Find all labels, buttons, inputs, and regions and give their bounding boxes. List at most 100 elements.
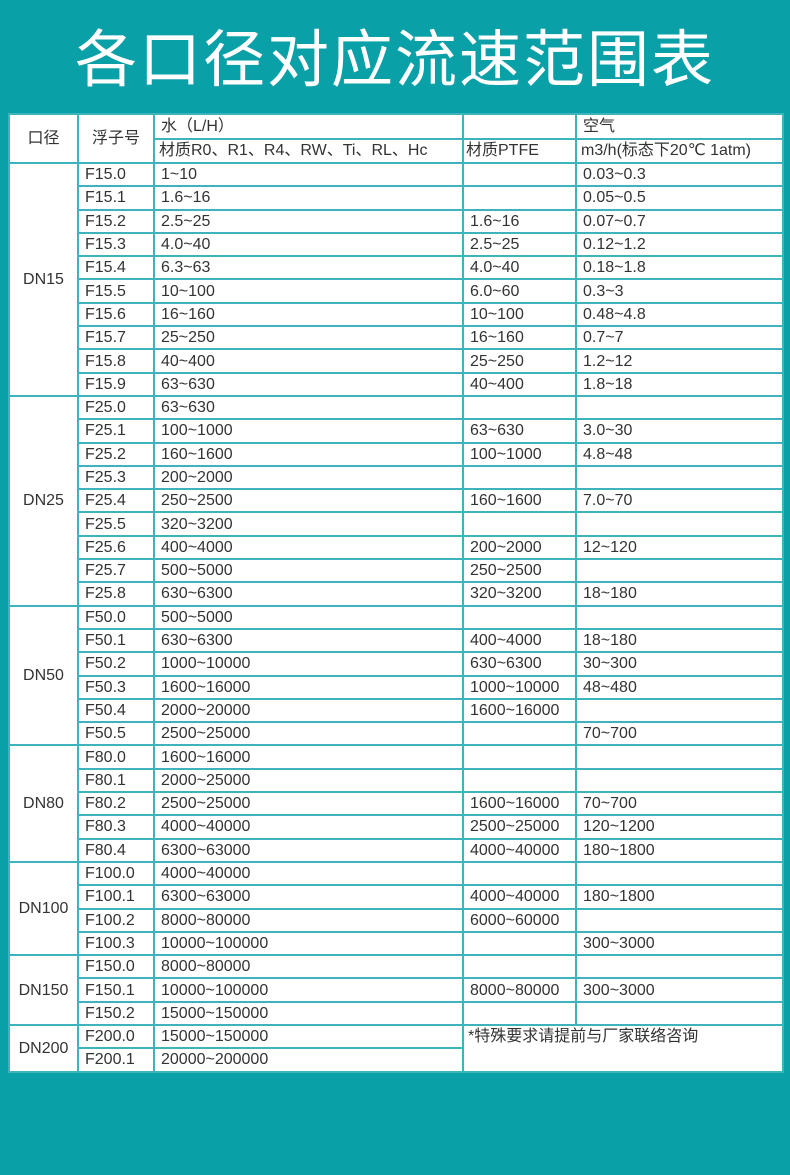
air-range-cell: 0.7~7 [575,325,784,351]
diameter-cell: DN80 [8,744,79,863]
float-no-cell: F200.1 [77,1047,155,1073]
air-range-cell [575,464,784,491]
air-range-cell: 7.0~70 [575,488,784,514]
float-no-cell: F100.3 [77,930,155,957]
ptfe-range-cell [462,954,577,980]
float-no-cell: F15.1 [77,185,155,211]
water-range-cell: 2000~20000 [153,697,464,724]
ptfe-range-cell [462,930,577,957]
diameter-cell: DN50 [8,604,79,747]
air-range-cell: 0.18~1.8 [575,255,784,281]
table-row: F50.3 1600~16000 1000~10000 48~480 [9,674,784,700]
ptfe-range-cell [462,860,577,887]
water-range-cell: 6300~63000 [153,837,464,863]
header-air-unit: m3/h(标态下20℃ 1atm) [575,137,784,164]
ptfe-range-cell [462,767,577,794]
water-range-cell: 6.3~63 [153,255,464,281]
water-range-cell: 63~630 [153,371,464,397]
float-no-cell: F15.4 [77,255,155,281]
float-no-cell: F50.1 [77,627,155,654]
air-range-cell: 1.2~12 [575,348,784,374]
water-range-cell: 10~100 [153,278,464,304]
ptfe-range-cell: 1.6~16 [462,208,577,234]
ptfe-range-cell: 1600~16000 [462,697,577,724]
ptfe-range-cell [462,1000,577,1026]
air-range-cell [575,767,784,794]
air-range-cell: 4.8~48 [575,441,784,467]
water-range-cell: 4000~40000 [153,860,464,887]
float-no-cell: F15.6 [77,301,155,328]
water-range-cell: 2500~25000 [153,791,464,817]
table-row: F25.3 200~2000 [9,464,784,491]
air-range-cell: 0.48~4.8 [575,301,784,328]
float-no-cell: F25.6 [77,534,155,561]
table-row: F25.2 160~1600 100~1000 4.8~48 [9,441,784,467]
water-range-cell: 160~1600 [153,441,464,467]
water-range-cell: 1600~16000 [153,674,464,700]
air-range-cell: 18~180 [575,627,784,654]
ptfe-range-cell [462,511,577,537]
diameter-cell: DN25 [8,394,79,607]
air-range-cell: 0.3~3 [575,278,784,304]
diameter-cell: DN200 [8,1023,79,1073]
table-row: F50.2 1000~10000 630~6300 30~300 [9,651,784,677]
air-range-cell: 0.05~0.5 [575,185,784,211]
ptfe-range-cell: 4.0~40 [462,255,577,281]
float-no-cell: F80.2 [77,791,155,817]
table-row: F150.2 15000~150000 [9,1000,784,1026]
ptfe-range-cell [462,744,577,770]
air-range-cell: 180~1800 [575,884,784,910]
ptfe-range-cell: 1000~10000 [462,674,577,700]
header-water-material: 材质R0、R1、R4、RW、Ti、RL、Hc [153,137,464,164]
water-range-cell: 250~2500 [153,488,464,514]
air-range-cell [575,394,784,421]
float-no-cell: F25.5 [77,511,155,537]
float-no-cell: F25.7 [77,558,155,584]
table-row: DN25 F25.0 63~630 [8,394,784,607]
float-no-cell: F25.0 [77,394,155,421]
water-range-cell: 20000~200000 [153,1047,464,1073]
air-range-cell: 3.0~30 [575,418,784,444]
water-range-cell: 10000~100000 [153,977,464,1003]
water-range-cell: 2000~25000 [153,767,464,794]
float-no-cell: F100.1 [77,884,155,910]
float-no-cell: F15.8 [77,348,155,374]
water-range-cell: 400~4000 [153,534,464,561]
air-range-cell: 30~300 [575,651,784,677]
diameter-cell: DN150 [8,954,79,1026]
float-no-cell: F25.8 [77,581,155,607]
table-row: F80.4 6300~63000 4000~40000 180~1800 [9,837,784,863]
water-range-cell: 15000~150000 [153,1000,464,1026]
table-row: F80.2 2500~25000 1600~16000 70~700 [9,791,784,817]
air-range-cell [575,604,784,630]
header-ptfe: 材质PTFE [462,137,577,164]
air-range-cell: 0.07~0.7 [575,208,784,234]
water-range-cell: 8000~80000 [153,907,464,933]
table-row: F25.6 400~4000 200~2000 12~120 [9,534,784,561]
table-row: DN15 F15.0 1~10 0.03~0.3 [8,161,784,397]
ptfe-range-cell: 40~400 [462,371,577,397]
table-row: F80.3 4000~40000 2500~25000 120~1200 [9,814,784,840]
ptfe-range-cell: 4000~40000 [462,837,577,863]
air-range-cell [575,1000,784,1026]
water-range-cell: 2500~25000 [153,721,464,747]
air-range-cell: 300~3000 [575,930,784,957]
note-cell: *特殊要求请提前与厂家联络咨询 [462,1023,784,1073]
air-range-cell: 18~180 [575,581,784,607]
air-range-cell: 0.12~1.2 [575,231,784,258]
ptfe-range-cell: 25~250 [462,348,577,374]
header-diameter: 口径 [8,113,79,164]
table-row: F15.5 10~100 6.0~60 0.3~3 [9,278,784,304]
ptfe-range-cell: 100~1000 [462,441,577,467]
table-row: F15.1 1.6~16 0.05~0.5 [9,185,784,211]
float-no-cell: F80.1 [77,767,155,794]
ptfe-range-cell: 250~2500 [462,558,577,584]
water-range-cell: 4.0~40 [153,231,464,258]
float-no-cell: F25.1 [77,418,155,444]
float-no-cell: F150.2 [77,1000,155,1026]
water-range-cell: 40~400 [153,348,464,374]
table-row: F15.9 63~630 40~400 1.8~18 [9,371,784,397]
ptfe-range-cell: 16~160 [462,325,577,351]
table-row: F100.1 6300~63000 4000~40000 180~1800 [9,884,784,910]
air-range-cell [575,511,784,537]
